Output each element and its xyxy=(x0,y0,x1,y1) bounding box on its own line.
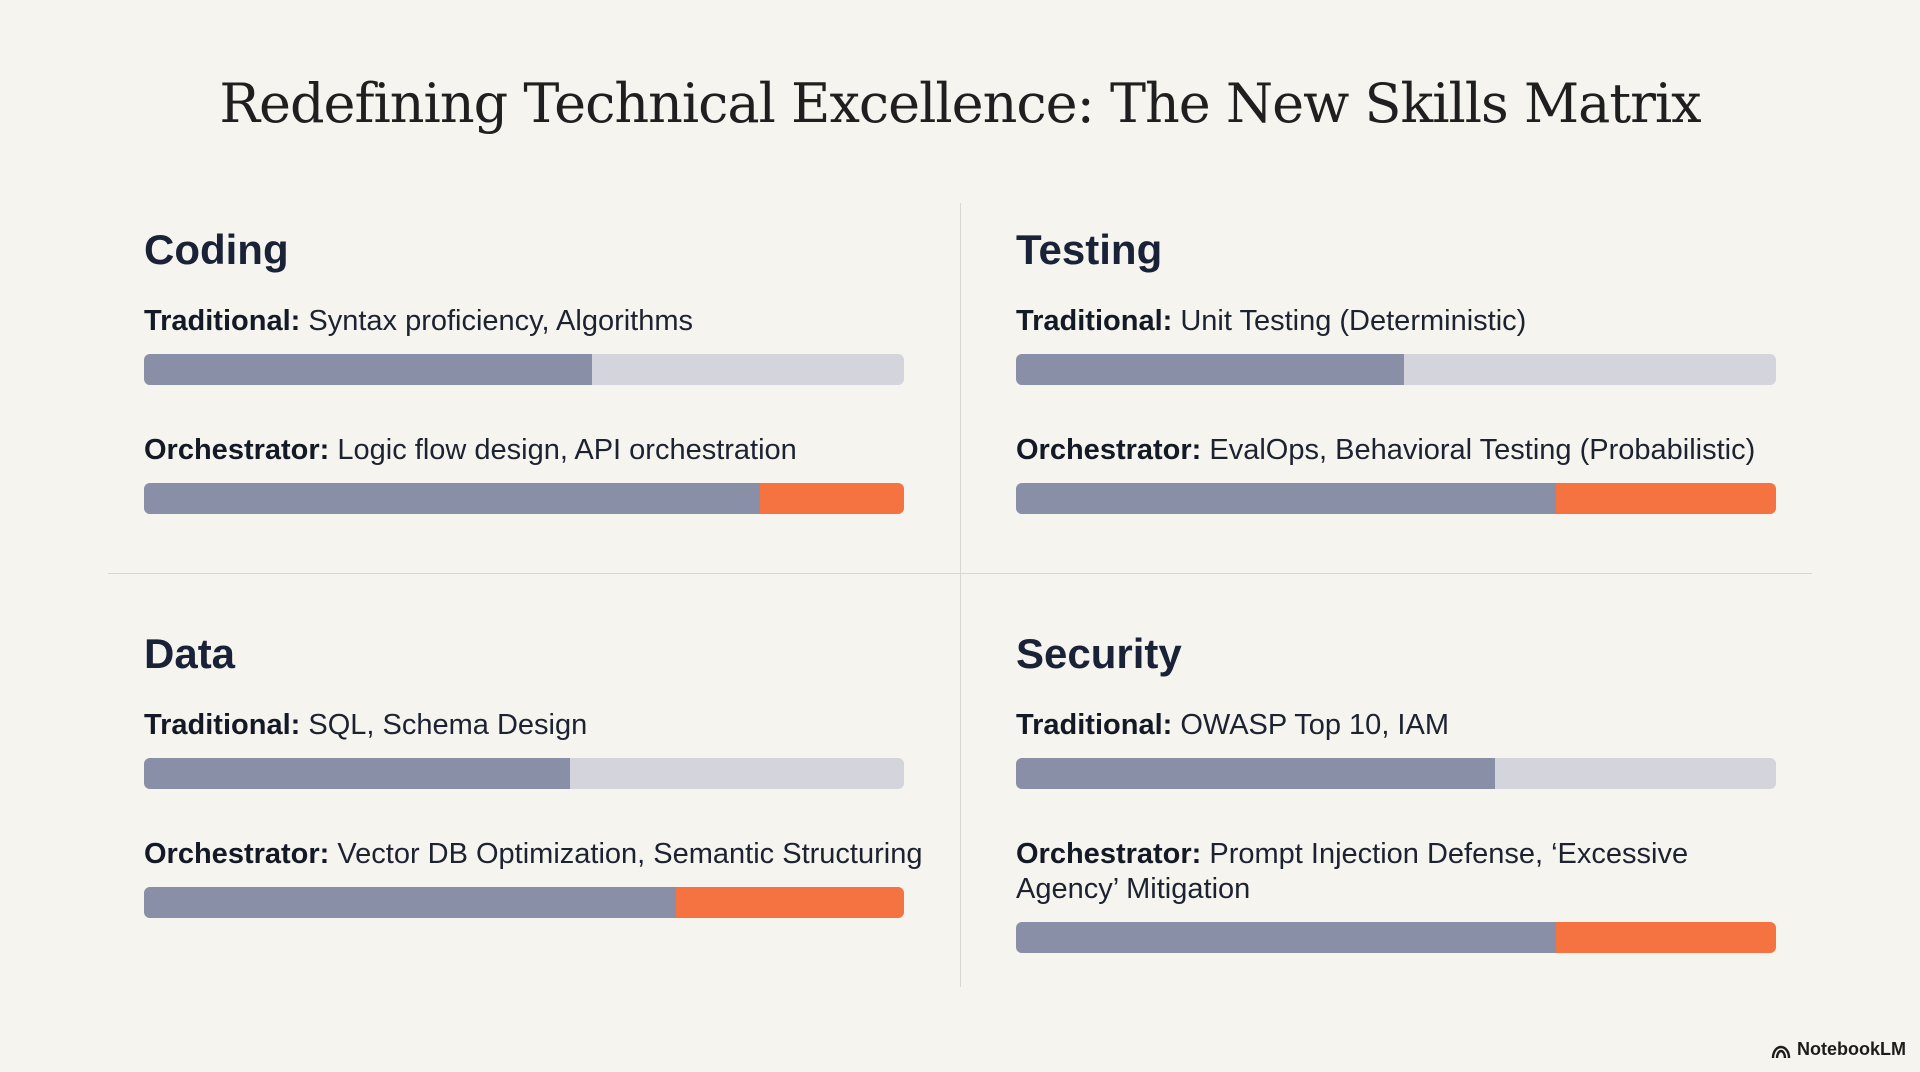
traditional-bar-fill xyxy=(1016,758,1495,789)
page-title: Redefining Technical Excellence: The New… xyxy=(219,72,1701,135)
quadrant-heading: Security xyxy=(1016,630,1182,677)
traditional-description: OWASP Top 10, IAM xyxy=(1172,709,1449,741)
orchestrator-label: Orchestrator: xyxy=(144,434,330,466)
horizontal-divider xyxy=(108,573,1812,574)
quadrant-security: Security Traditional: OWASP Top 10, IAM … xyxy=(1016,628,1806,953)
orchestrator-bar-accent-fill xyxy=(676,887,904,918)
traditional-description: Unit Testing (Deterministic) xyxy=(1172,305,1527,337)
orchestrator-skill-text: Orchestrator: EvalOps, Behavioral Testin… xyxy=(1016,433,1806,468)
traditional-skill-bar xyxy=(1016,354,1776,385)
traditional-label: Traditional: xyxy=(144,305,301,337)
traditional-bar-fill xyxy=(144,354,593,385)
quadrant-heading: Coding xyxy=(144,226,289,273)
orchestrator-bar-base-fill xyxy=(144,483,760,514)
brand-footer: NotebookLM xyxy=(1771,1039,1906,1060)
orchestrator-skill-bar xyxy=(1016,483,1776,514)
notebooklm-logo-icon xyxy=(1771,1043,1791,1058)
traditional-skill-bar xyxy=(1016,758,1776,789)
orchestrator-description: Vector DB Optimization, Semantic Structu… xyxy=(329,838,923,870)
orchestrator-bar-base-fill xyxy=(144,887,676,918)
orchestrator-bar-accent-fill xyxy=(1555,483,1776,514)
orchestrator-skill-bar xyxy=(144,887,904,918)
orchestrator-description: Logic flow design, API orchestration xyxy=(329,434,797,466)
traditional-description: Syntax proficiency, Algorithms xyxy=(300,305,694,337)
traditional-skill-row: Traditional: Syntax proficiency, Algorit… xyxy=(144,304,934,385)
traditional-skill-bar xyxy=(144,354,904,385)
traditional-skill-row: Traditional: Unit Testing (Deterministic… xyxy=(1016,304,1806,385)
traditional-skill-text: Traditional: Unit Testing (Deterministic… xyxy=(1016,304,1806,339)
traditional-skill-text: Traditional: Syntax proficiency, Algorit… xyxy=(144,304,934,339)
quadrant-heading: Testing xyxy=(1016,226,1163,273)
orchestrator-skill-row: Orchestrator: Logic flow design, API orc… xyxy=(144,433,934,514)
traditional-bar-fill xyxy=(144,758,570,789)
traditional-bar-fill xyxy=(1016,354,1404,385)
traditional-label: Traditional: xyxy=(1016,709,1173,741)
orchestrator-skill-text: Orchestrator: Vector DB Optimization, Se… xyxy=(144,837,934,872)
orchestrator-skill-bar xyxy=(1016,922,1776,953)
traditional-skill-row: Traditional: SQL, Schema Design xyxy=(144,708,934,789)
orchestrator-skill-bar xyxy=(144,483,904,514)
orchestrator-bar-base-fill xyxy=(1016,483,1556,514)
traditional-label: Traditional: xyxy=(1016,305,1173,337)
orchestrator-bar-accent-fill xyxy=(1555,922,1776,953)
orchestrator-label: Orchestrator: xyxy=(1016,434,1202,466)
orchestrator-skill-text: Orchestrator: Logic flow design, API orc… xyxy=(144,433,934,468)
traditional-skill-text: Traditional: SQL, Schema Design xyxy=(144,708,934,743)
orchestrator-label: Orchestrator: xyxy=(144,838,330,870)
orchestrator-bar-accent-fill xyxy=(759,483,904,514)
traditional-skill-row: Traditional: OWASP Top 10, IAM xyxy=(1016,708,1806,789)
orchestrator-skill-row: Orchestrator: Prompt Injection Defense, … xyxy=(1016,837,1806,953)
traditional-description: SQL, Schema Design xyxy=(300,709,588,741)
orchestrator-label: Orchestrator: xyxy=(1016,838,1202,870)
traditional-skill-bar xyxy=(144,758,904,789)
quadrant-data: Data Traditional: SQL, Schema Design Orc… xyxy=(144,628,934,918)
orchestrator-skill-row: Orchestrator: EvalOps, Behavioral Testin… xyxy=(1016,433,1806,514)
orchestrator-skill-text: Orchestrator: Prompt Injection Defense, … xyxy=(1016,837,1716,907)
orchestrator-bar-base-fill xyxy=(1016,922,1556,953)
quadrant-testing: Testing Traditional: Unit Testing (Deter… xyxy=(1016,224,1806,514)
orchestrator-description: EvalOps, Behavioral Testing (Probabilist… xyxy=(1201,434,1756,466)
traditional-skill-text: Traditional: OWASP Top 10, IAM xyxy=(1016,708,1806,743)
quadrant-coding: Coding Traditional: Syntax proficiency, … xyxy=(144,224,934,514)
brand-name: NotebookLM xyxy=(1797,1039,1906,1059)
traditional-label: Traditional: xyxy=(144,709,301,741)
orchestrator-description: Prompt Injection Defense, ‘Excessive Age… xyxy=(1016,838,1689,905)
orchestrator-skill-row: Orchestrator: Vector DB Optimization, Se… xyxy=(144,837,934,918)
vertical-divider xyxy=(960,203,961,987)
quadrant-heading: Data xyxy=(144,630,236,677)
